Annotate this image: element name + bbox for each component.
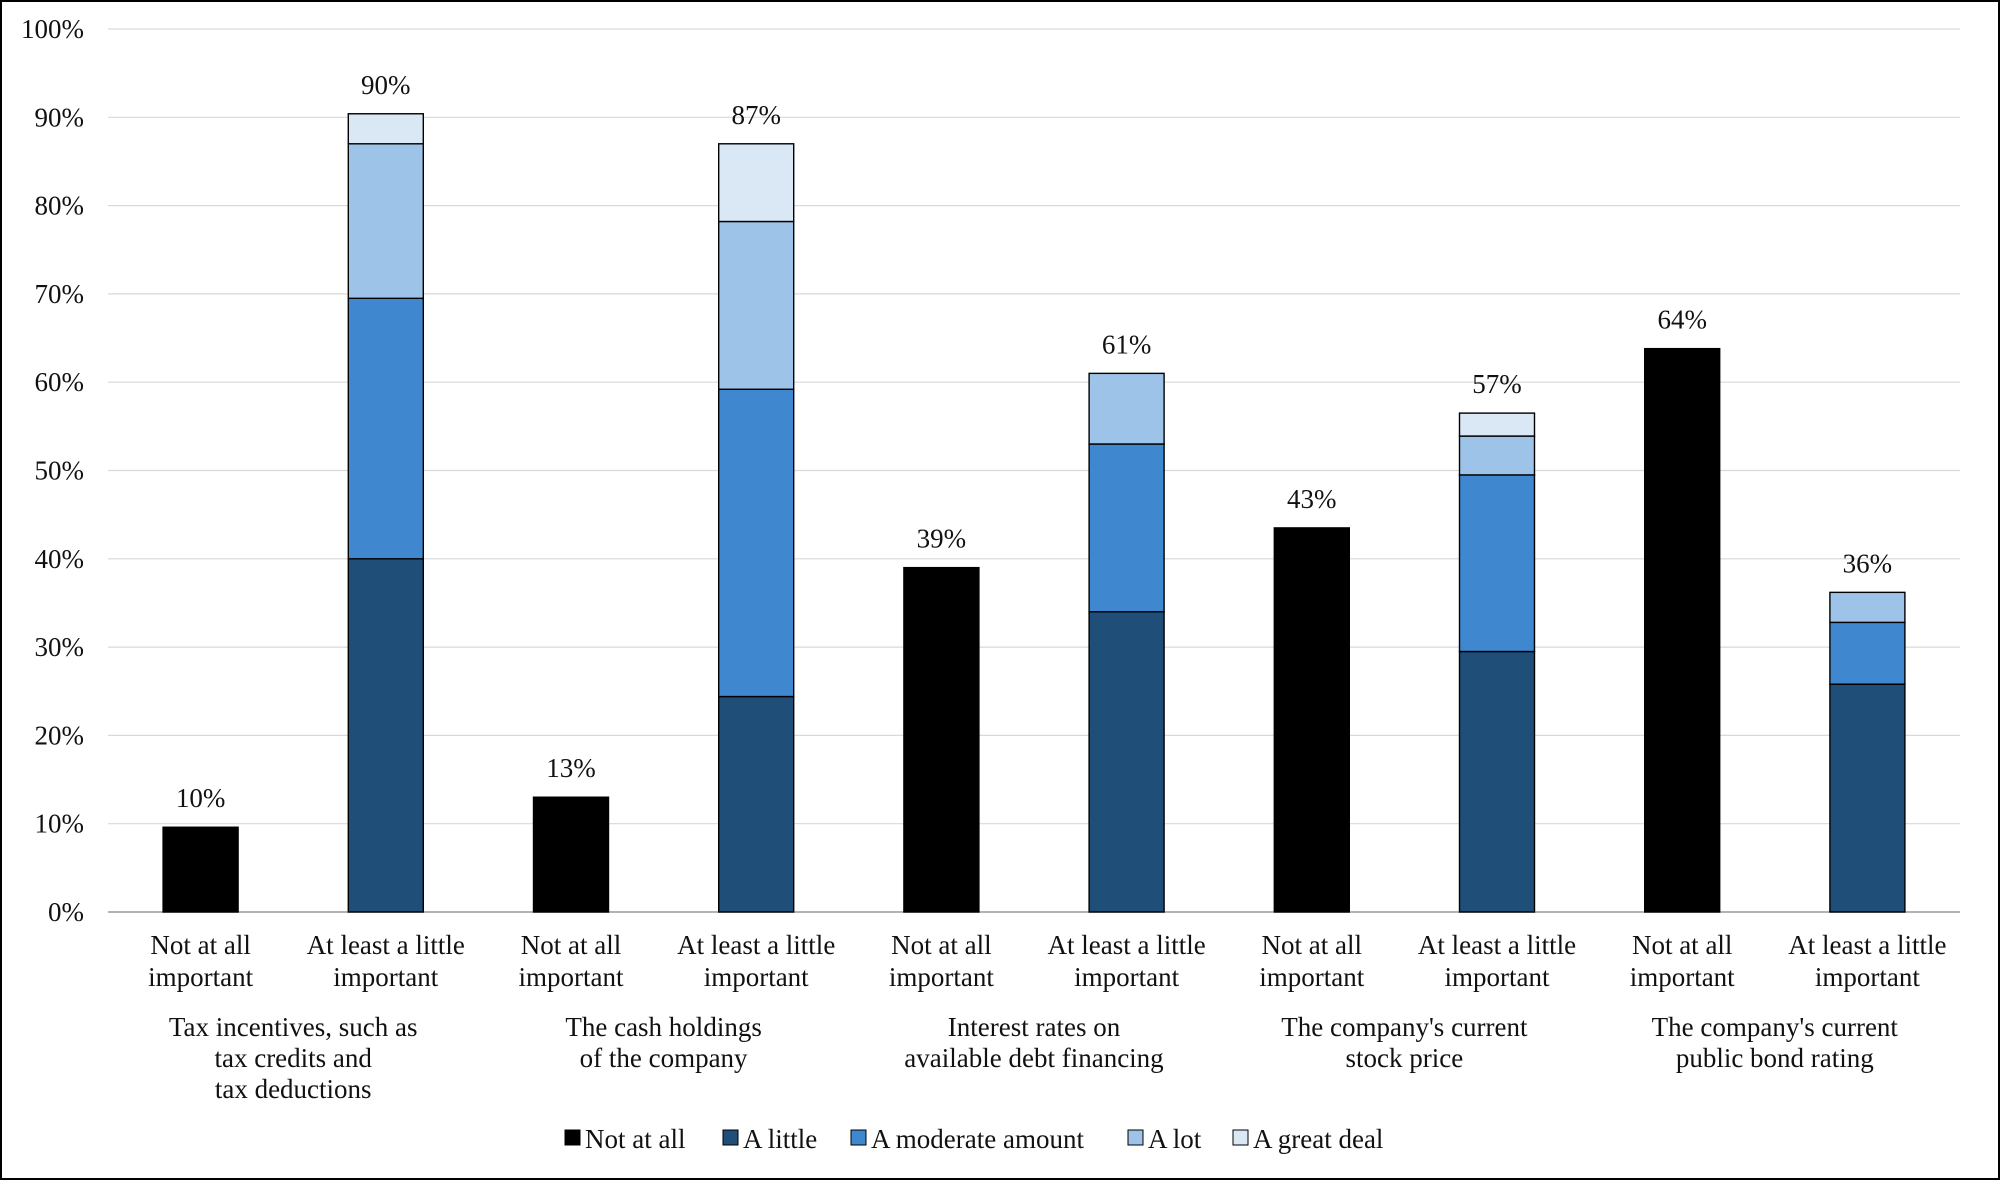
category-label-3: Not at all important	[519, 930, 624, 992]
bar-segment-10-a-little	[1829, 683, 1906, 913]
y-tick-label-30: 30%	[35, 632, 85, 662]
legend-label-a-lot: A lot	[1148, 1124, 1202, 1154]
bar-segment-9-not-at-all	[1643, 347, 1721, 913]
data-label-4: 87%	[731, 100, 781, 130]
bar-segment-10-a-lot	[1829, 591, 1906, 624]
data-label-5: 39%	[917, 524, 967, 554]
bar-segment-8-a-little	[1458, 650, 1536, 913]
group-label-3: Interest rates on available debt financin…	[904, 1012, 1163, 1073]
category-label-4: At least a little important	[677, 930, 835, 992]
data-label-9: 64%	[1657, 305, 1707, 335]
bar-segment-7-not-at-all	[1273, 527, 1351, 913]
bar-segment-2-a-great-deal	[347, 113, 424, 145]
bar-segment-4-a-great-deal	[718, 143, 795, 223]
legend-swatch-not-at-all	[564, 1129, 581, 1146]
bar-segment-8-a-moderate-amount	[1458, 474, 1536, 653]
y-tick-label-80: 80%	[35, 191, 85, 221]
data-label-2: 90%	[361, 70, 411, 100]
legend-swatch-a-little	[722, 1129, 739, 1146]
bar-segment-2-a-lot	[347, 143, 424, 300]
legend-swatch-a-moderate-amount	[850, 1129, 867, 1146]
bar-segment-8-a-great-deal	[1458, 412, 1536, 437]
category-label-8: At least a little important	[1418, 930, 1576, 992]
y-tick-label-0: 0%	[48, 897, 84, 927]
bar-segment-10-a-moderate-amount	[1829, 621, 1906, 685]
y-tick-label-60: 60%	[35, 367, 85, 397]
data-label-1: 10%	[176, 783, 226, 813]
bar-segment-4-a-little	[718, 695, 795, 913]
bar-segment-6-a-lot	[1088, 372, 1165, 445]
bar-segment-2-a-moderate-amount	[347, 297, 424, 560]
bar-segment-1-not-at-all	[162, 826, 239, 913]
bar-segment-2-a-little	[347, 558, 424, 913]
x-axis-category-labels: Not at all important At least a little impo…	[148, 930, 1946, 992]
group-label-5: The company's current public bond rating	[1652, 1012, 1899, 1073]
legend-label-a-great-deal: A great deal	[1253, 1124, 1383, 1154]
legend-swatch-a-lot	[1127, 1129, 1144, 1146]
bar-segment-6-a-moderate-amount	[1088, 443, 1165, 613]
data-label-10: 36%	[1843, 548, 1893, 578]
y-tick-label-90: 90%	[35, 102, 85, 132]
y-tick-label-100: 100%	[21, 14, 84, 44]
y-tick-label-40: 40%	[35, 544, 85, 574]
category-label-1: Not at all important	[148, 930, 253, 992]
group-label-2: The cash holdings of the company	[565, 1012, 761, 1073]
bars	[162, 113, 1906, 913]
category-label-10: At least a little important	[1788, 930, 1946, 992]
category-label-7: Not at all important	[1259, 930, 1364, 992]
group-label-1: Tax incentives, such as tax credits and ta…	[169, 1012, 418, 1104]
bar-segment-6-a-little	[1088, 611, 1165, 913]
bar-segment-4-a-moderate-amount	[718, 388, 795, 698]
group-label-4: The company's current stock price	[1281, 1012, 1528, 1073]
legend-label-a-moderate-amount: A moderate amount	[871, 1124, 1084, 1154]
data-label-3: 13%	[546, 753, 596, 783]
bar-segment-5-not-at-all	[903, 566, 980, 913]
legend-swatch-a-great-deal	[1232, 1129, 1249, 1146]
data-label-8: 57%	[1472, 369, 1522, 399]
bar-segment-3-not-at-all	[532, 796, 610, 913]
data-labels: 10% 90% 13% 87% 39% 61% 43% 57% 64% 36%	[176, 70, 1892, 813]
y-tick-label-50: 50%	[35, 456, 85, 486]
y-tick-label-70: 70%	[35, 279, 85, 309]
legend: Not at all A little A moderate amount A lot…	[564, 1124, 1383, 1154]
bar-segment-4-a-lot	[718, 220, 795, 390]
x-axis-group-labels: Tax incentives, such as tax credits and ta…	[169, 1012, 1899, 1104]
bar-segment-8-a-lot	[1458, 435, 1536, 476]
y-tick-label-10: 10%	[35, 809, 85, 839]
category-label-5: Not at all important	[889, 930, 994, 992]
category-label-9: Not at all important	[1630, 930, 1735, 992]
category-label-6: At least a little important	[1047, 930, 1205, 992]
data-label-6: 61%	[1102, 329, 1152, 359]
y-axis: 0% 10% 20% 30% 40% 50% 60% 70% 80% 90% 100%	[21, 14, 84, 927]
legend-label-a-little: A little	[743, 1124, 817, 1154]
category-label-2: At least a little important	[307, 930, 465, 992]
y-tick-label-20: 20%	[35, 720, 85, 750]
data-label-7: 43%	[1287, 484, 1337, 514]
legend-label-not-at-all: Not at all	[585, 1124, 685, 1154]
